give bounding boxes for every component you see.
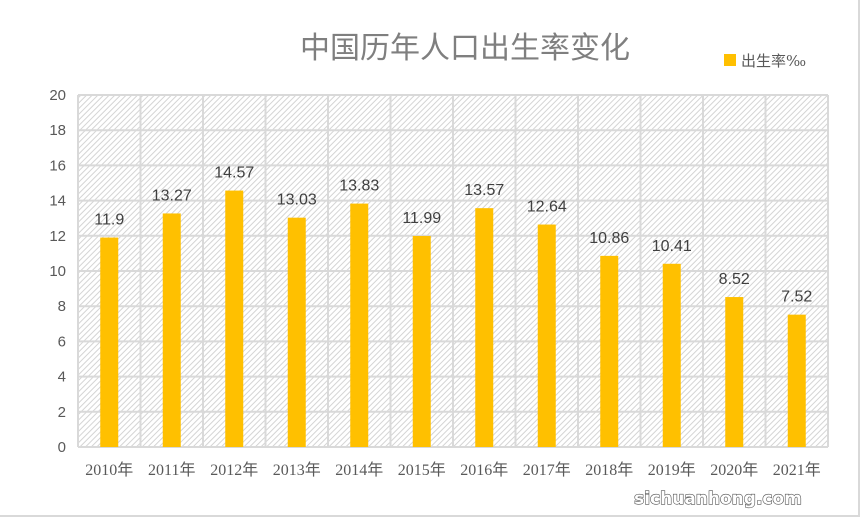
- data-label: 13.83: [339, 178, 379, 195]
- bar: [287, 217, 306, 447]
- bar: [162, 213, 181, 447]
- legend-label: 出生率‰: [741, 52, 806, 70]
- x-tick-label: 2021年: [773, 461, 821, 479]
- y-tick-label: 20: [49, 87, 66, 104]
- x-tick-label: 2010年: [85, 461, 133, 479]
- data-label: 11.99: [402, 210, 441, 227]
- watermark: sichuanhong.com: [634, 489, 802, 509]
- x-tick-label: 2013年: [273, 461, 321, 479]
- bar: [600, 255, 619, 447]
- x-tick-label: 2012年: [210, 461, 258, 479]
- data-label: 7.52: [781, 289, 812, 306]
- x-tick-label: 2016年: [460, 461, 508, 479]
- y-tick-label: 14: [49, 193, 66, 210]
- bar: [412, 235, 431, 447]
- x-tick-label: 2017年: [523, 461, 571, 479]
- bar: [787, 314, 806, 447]
- data-label: 13.03: [277, 192, 317, 209]
- x-tick-label: 2014年: [335, 461, 383, 479]
- x-tick-label: 2015年: [398, 461, 446, 479]
- x-tick-label: 2020年: [710, 461, 758, 479]
- bar: [350, 203, 369, 447]
- y-tick-label: 16: [49, 157, 66, 174]
- legend-swatch: [724, 54, 736, 66]
- y-tick-label: 0: [58, 439, 66, 456]
- bar: [537, 224, 556, 447]
- y-tick-label: 10: [49, 263, 66, 280]
- y-tick-label: 8: [58, 298, 66, 315]
- y-tick-label: 12: [49, 228, 66, 245]
- data-label: 11.9: [94, 212, 124, 229]
- data-label: 10.86: [589, 230, 629, 247]
- data-label: 8.52: [719, 271, 750, 288]
- x-tick-label: 2011年: [148, 461, 195, 479]
- y-tick-label: 18: [49, 122, 66, 139]
- data-label: 13.27: [152, 187, 192, 204]
- bar: [662, 263, 681, 447]
- bar: [100, 237, 119, 447]
- bar: [475, 208, 494, 447]
- bar: [225, 190, 244, 447]
- x-tick-label: 2018年: [585, 461, 633, 479]
- data-label: 13.57: [464, 182, 504, 199]
- chart-title: 中国历年人口出生率变化: [300, 31, 630, 66]
- y-tick-label: 2: [58, 404, 66, 421]
- y-tick-label: 4: [58, 369, 66, 386]
- data-label: 12.64: [527, 199, 567, 216]
- x-tick-label: 2019年: [648, 461, 696, 479]
- data-label: 14.57: [214, 165, 254, 182]
- y-tick-label: 6: [58, 333, 66, 350]
- data-label: 10.41: [652, 238, 692, 255]
- bar: [725, 297, 744, 447]
